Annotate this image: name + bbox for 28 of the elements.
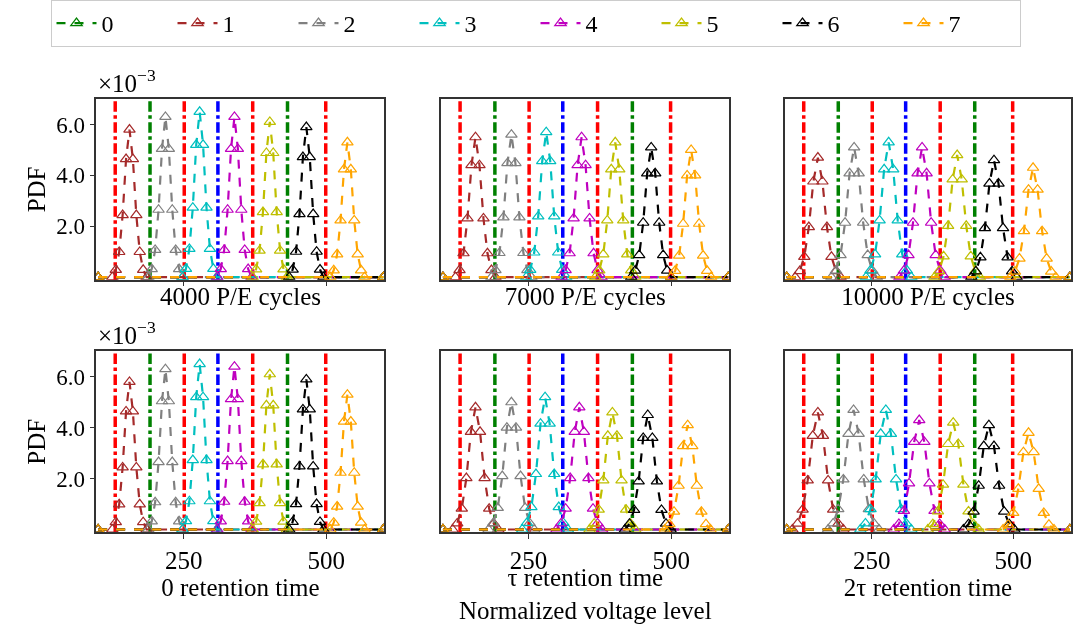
x-axis-title: 7000 P/E cycles	[504, 282, 666, 310]
text: ×10$^{−3}$	[98, 317, 156, 349]
y-tick-label: 2.0	[56, 214, 86, 240]
y-tick-label: 4.0	[56, 163, 86, 189]
y-axis-title: PDF	[22, 166, 50, 213]
x-tick-label: 500	[307, 546, 346, 574]
x-axis-title: 4000 P/E cycles	[159, 282, 321, 310]
legend-label: 7	[948, 11, 961, 38]
legend-label: 3	[464, 11, 477, 38]
x-axis-title: 2τ retention time	[843, 573, 1013, 601]
legend-label: 1	[222, 11, 235, 38]
legend-label: 5	[706, 11, 719, 38]
legend-label: 4	[585, 11, 598, 38]
legend-label: 0	[101, 11, 114, 38]
x-tick-label: 500	[994, 546, 1032, 574]
y-axis-title: PDF	[22, 418, 50, 465]
legend-label: 2	[343, 11, 356, 38]
x-tick-label: 250	[164, 546, 203, 574]
y-tick-label: 2.0	[56, 466, 86, 492]
x-tick-label: 500	[652, 546, 690, 574]
x-axis-title: 0 retention time	[161, 573, 320, 601]
y-tick-label: 4.0	[56, 415, 86, 441]
text: ×10$^{−3}$	[98, 65, 156, 97]
x-axis-title: 10000 P/E cycles	[841, 282, 1015, 310]
y-tick-label: 6.0	[56, 364, 86, 390]
x-tick-label: 250	[852, 546, 891, 574]
y-tick-label: 6.0	[56, 112, 86, 138]
legend-label: 6	[827, 11, 840, 38]
